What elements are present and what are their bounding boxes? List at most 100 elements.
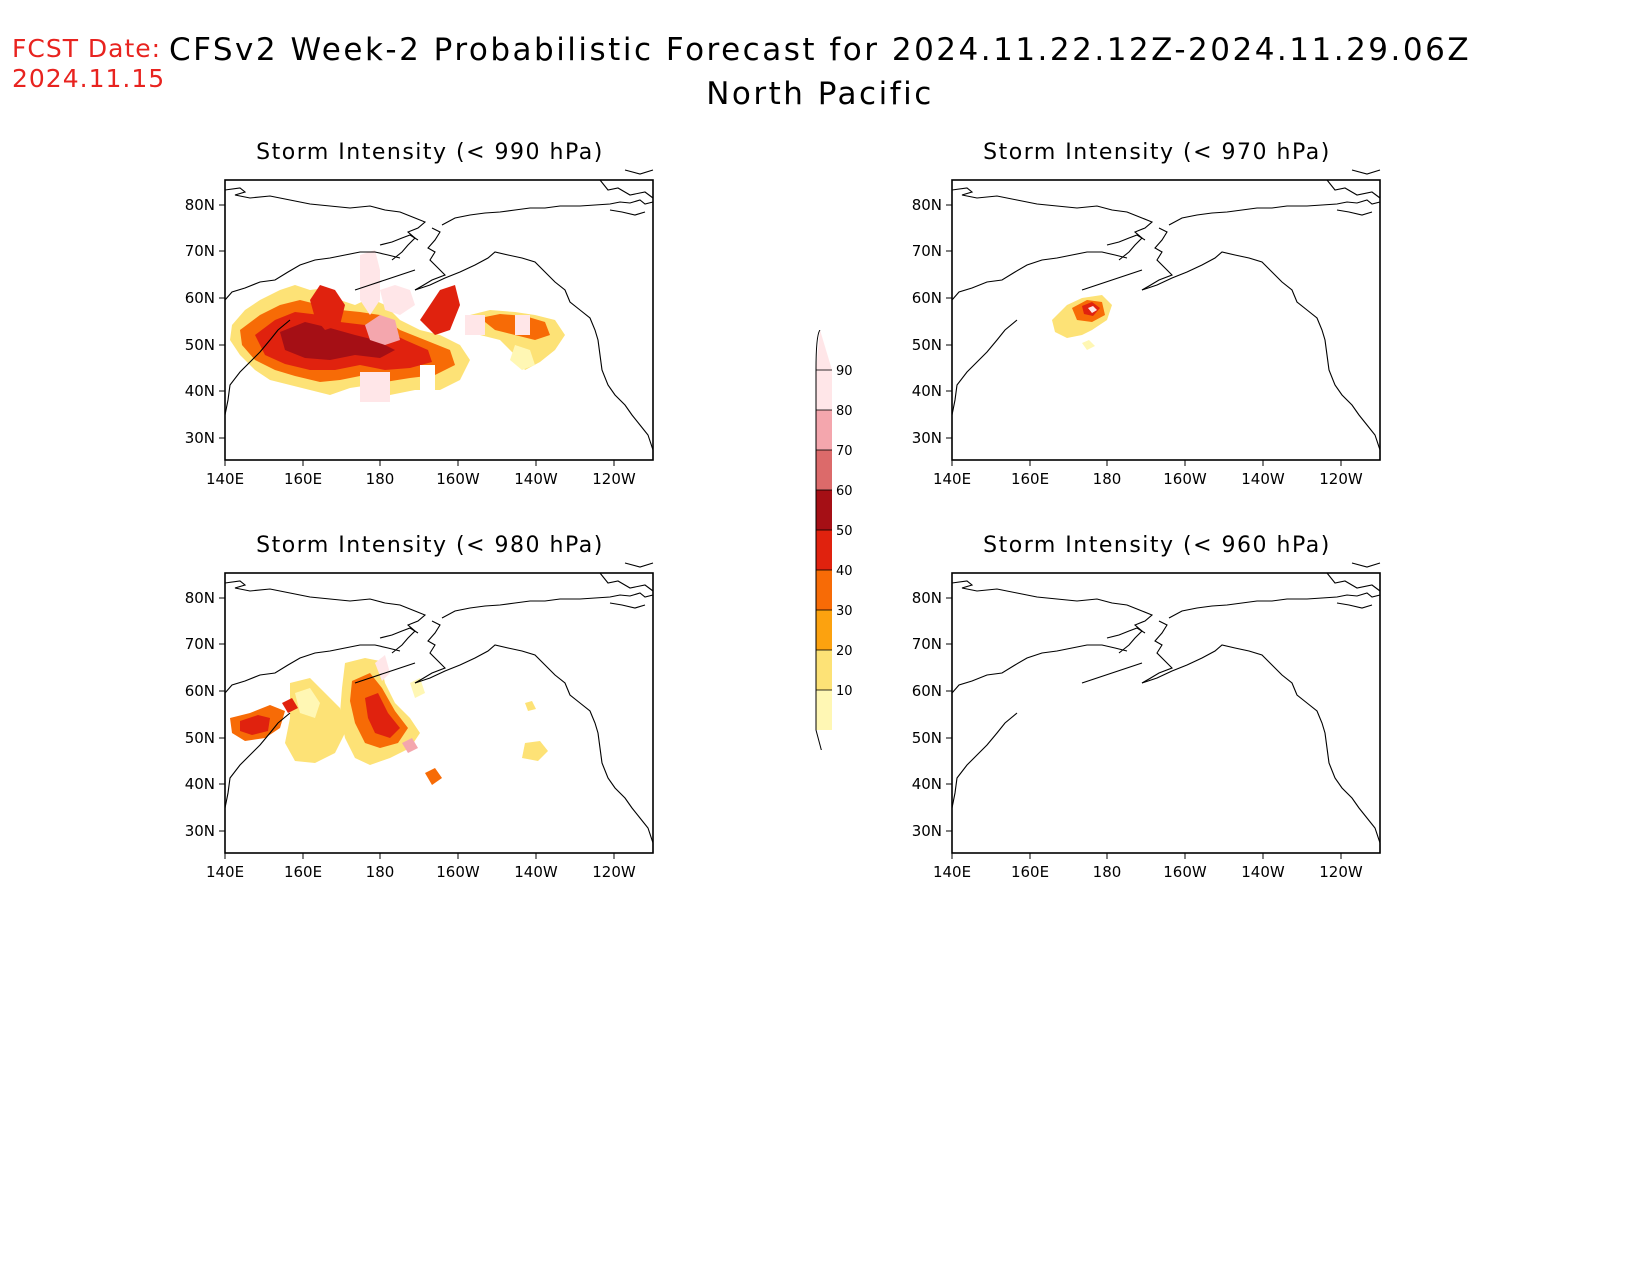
coast-path	[1168, 199, 1381, 226]
lat-tick-label: 30N	[185, 822, 215, 840]
coast-path	[951, 251, 1128, 301]
coast-path	[1168, 592, 1381, 619]
map-980: 140E 160E 180 160W 140W 120W 80N 70N 60N 50N 40N 30…	[185, 562, 654, 881]
coast-path	[1351, 562, 1381, 568]
lat-tick-label: 80N	[185, 589, 215, 607]
coast-path	[1081, 662, 1143, 684]
coast-path	[1336, 602, 1373, 609]
coast-path	[441, 199, 654, 226]
colorbar-swatch	[816, 570, 832, 610]
map-990: 140E 160E 180 160W 140W 120W 80N 70N 60N 50N 40N 30…	[185, 169, 654, 488]
lat-tick-label: 60N	[912, 289, 942, 307]
coast-path	[379, 627, 419, 639]
lat-tick-label: 40N	[185, 775, 215, 793]
colorbar-swatch	[816, 690, 832, 730]
colorbar-swatch	[816, 610, 832, 650]
coast-path	[599, 572, 654, 592]
colorbar-label: 30	[836, 604, 853, 619]
fcst-date-value: 2024.11.15	[12, 64, 166, 93]
lat-tick-label: 70N	[185, 242, 215, 260]
colorbar-label: 80	[836, 404, 853, 419]
colorbar-swatch	[816, 490, 832, 530]
coast-path	[414, 227, 446, 291]
lat-tick-label: 30N	[912, 429, 942, 447]
colorbar-swatch	[816, 450, 832, 490]
lon-tick-label: 180	[1093, 863, 1122, 881]
lon-tick-label: 180	[366, 863, 395, 881]
lon-tick-label: 160E	[1011, 470, 1049, 488]
map-frame	[224, 572, 654, 854]
coast-path	[609, 209, 646, 216]
panel-960: Storm Intensity (< 960 hPa) 140E 160E 180 1…	[897, 533, 1417, 913]
colorbar-label: 60	[836, 484, 853, 499]
coast-path	[224, 580, 427, 654]
lat-tick-label: 60N	[912, 682, 942, 700]
coast-path	[951, 319, 1018, 416]
lon-tick-label: 120W	[592, 470, 636, 488]
coast-path	[224, 187, 427, 261]
lon-tick-label: 160W	[436, 863, 480, 881]
coast-path	[224, 251, 401, 301]
coast-path	[624, 562, 654, 568]
colorbar-label: 40	[836, 564, 853, 579]
colorbar-swatch	[816, 370, 832, 410]
panel-title: Storm Intensity (< 990 hPa)	[256, 140, 604, 165]
coast-path	[414, 620, 446, 684]
probability-shading	[230, 250, 565, 402]
colorbar-swatch	[816, 410, 832, 450]
lat-tick-label: 80N	[912, 589, 942, 607]
lon-tick-label: 160W	[1163, 863, 1207, 881]
lon-tick-label: 120W	[1319, 470, 1363, 488]
panel-970: Storm Intensity (< 970 hPa) 140E 160E 180 1…	[897, 140, 1417, 520]
coast-path	[1326, 179, 1381, 199]
coast-path	[1141, 644, 1381, 853]
coast-path	[441, 592, 654, 619]
forecast-date-label: FCST Date: 2024.11.15	[12, 34, 165, 94]
lon-tick-label: 140W	[1241, 470, 1285, 488]
colorbar-outline-top	[815, 330, 821, 371]
map-frame	[951, 572, 1381, 854]
lat-tick-label: 60N	[185, 289, 215, 307]
colorbar-label: 90	[836, 364, 853, 379]
lat-tick-label: 50N	[185, 336, 215, 354]
lon-tick-label: 180	[366, 470, 395, 488]
lon-tick-label: 140E	[206, 863, 244, 881]
fcst-date-caption: FCST Date:	[12, 34, 162, 63]
lat-tick-label: 40N	[912, 775, 942, 793]
coast-path	[1336, 209, 1373, 216]
map-frame	[951, 179, 1381, 461]
lon-tick-label: 140W	[1241, 863, 1285, 881]
lat-tick-label: 60N	[185, 682, 215, 700]
colorbar-tip-top	[816, 330, 832, 370]
coast-path	[1326, 572, 1381, 592]
colorbar-label: 50	[836, 524, 853, 539]
probability-shading	[230, 655, 548, 785]
map-frame	[224, 179, 654, 461]
panel-980: Storm Intensity (< 980 hPa) 140E 160E 180 1…	[170, 533, 690, 913]
coast-path	[414, 644, 654, 853]
lat-tick-label: 70N	[912, 242, 942, 260]
coast-path	[1141, 620, 1173, 684]
lat-tick-label: 70N	[912, 635, 942, 653]
coast-path	[1141, 227, 1173, 291]
colorbar-swatch	[816, 530, 832, 570]
coast-path	[951, 580, 1154, 654]
probability-shading	[1052, 295, 1112, 350]
colorbar-swatch	[816, 650, 832, 690]
coastline	[224, 562, 654, 853]
coast-path	[1106, 627, 1146, 639]
lon-tick-label: 120W	[592, 863, 636, 881]
figure-title: CFSv2 Week-2 Probabilistic Forecast for …	[120, 28, 1520, 116]
lat-tick-label: 40N	[185, 382, 215, 400]
lon-tick-label: 140W	[514, 470, 558, 488]
lat-tick-label: 40N	[912, 382, 942, 400]
region-subtitle: North Pacific	[706, 76, 934, 112]
coast-path	[1106, 234, 1146, 246]
lon-tick-label: 120W	[1319, 863, 1363, 881]
lat-tick-label: 30N	[185, 429, 215, 447]
coast-path	[951, 644, 1128, 694]
lat-tick-label: 80N	[185, 196, 215, 214]
coastline	[224, 169, 654, 460]
lon-tick-label: 160E	[284, 470, 322, 488]
lat-tick-label: 70N	[185, 635, 215, 653]
